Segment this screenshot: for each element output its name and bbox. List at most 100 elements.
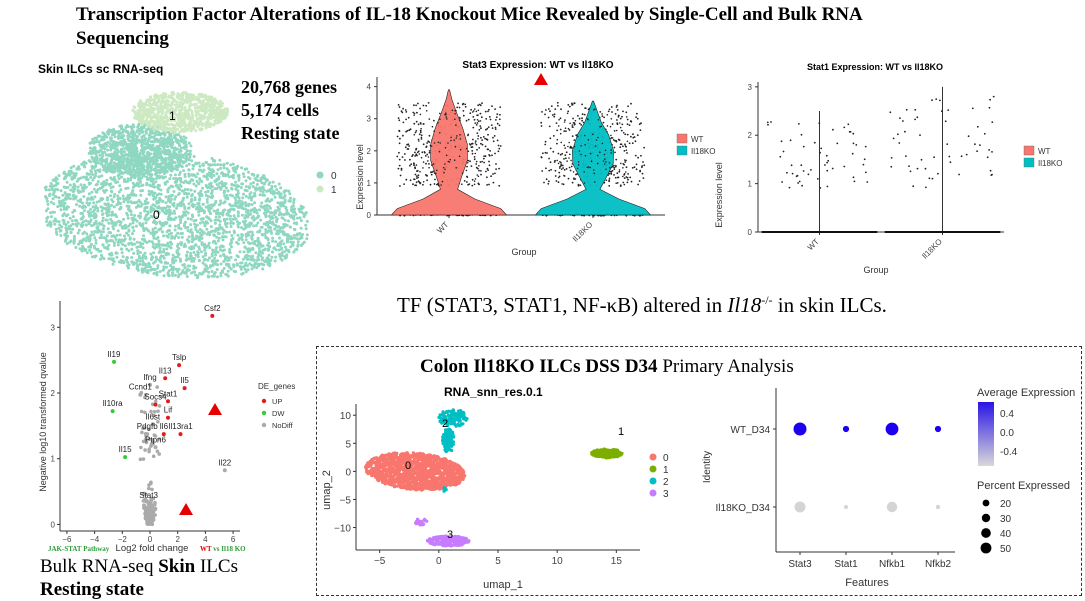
skin-umap-point	[148, 240, 151, 243]
skin-umap-point	[165, 195, 168, 198]
skin-umap-point	[122, 218, 125, 221]
skin-umap-point	[82, 176, 85, 179]
stat3-point	[491, 105, 493, 107]
skin-umap-point	[216, 113, 219, 116]
stat3-point	[481, 102, 483, 104]
skin-umap-point	[138, 133, 141, 136]
skin-umap-point	[157, 150, 160, 153]
skin-umap-point	[155, 166, 158, 169]
skin-umap-point	[57, 227, 60, 230]
skin-umap-point	[169, 174, 172, 177]
skin-umap-point	[204, 245, 207, 248]
skin-umap-point	[266, 244, 269, 247]
stat3-point	[609, 109, 611, 111]
skin-umap-point	[174, 155, 177, 158]
skin-umap-point	[212, 99, 215, 102]
skin-umap-point	[156, 123, 159, 126]
stat3-point	[409, 159, 411, 161]
stat3-point	[498, 168, 500, 170]
skin-umap-point	[237, 215, 240, 218]
skin-umap-point	[234, 181, 237, 184]
stat3-point	[415, 174, 417, 176]
stat3-point	[495, 168, 497, 170]
skin-umap-point	[239, 250, 242, 253]
skin-umap-point	[173, 161, 176, 164]
skin-umap-point	[221, 171, 224, 174]
skin-umap-point	[235, 186, 238, 189]
skin-umap-point	[221, 235, 224, 238]
stat3-point	[476, 115, 478, 117]
stat3-point	[480, 127, 482, 129]
skin-umap-point	[146, 218, 149, 221]
stat3-point	[637, 134, 639, 136]
skin-umap-point	[180, 119, 183, 122]
skin-umap-point	[157, 188, 160, 191]
skin-umap-point	[146, 142, 149, 145]
skin-umap-point	[69, 184, 72, 187]
skin-umap-point	[257, 237, 260, 240]
skin-umap-point	[64, 226, 67, 229]
skin-umap-point	[156, 145, 159, 148]
skin-umap-point	[170, 163, 173, 166]
skin-umap-point	[133, 174, 136, 177]
skin-umap-point	[250, 199, 253, 202]
stat3-point	[556, 130, 558, 132]
skin-umap-point	[65, 235, 68, 238]
skin-umap-point	[191, 193, 194, 196]
skin-umap-point	[184, 108, 187, 111]
skin-umap-point	[82, 239, 85, 242]
stat3-point	[488, 161, 490, 163]
skin-umap-point	[287, 240, 290, 243]
skin-umap-point	[222, 238, 225, 241]
skin-umap-point	[144, 255, 147, 258]
stat3-point	[467, 162, 469, 164]
stat3-point	[477, 135, 479, 137]
stat3-point	[479, 125, 481, 127]
skin-umap-point	[77, 178, 80, 181]
skin-umap-point	[293, 237, 296, 240]
skin-umap-point	[178, 156, 181, 159]
skin-umap-point	[206, 201, 209, 204]
skin-umap-point	[260, 202, 263, 205]
skin-umap-point	[119, 166, 122, 169]
skin-umap-point	[119, 207, 122, 210]
skin-umap-point	[267, 258, 270, 261]
skin-umap-point	[133, 183, 136, 186]
skin-umap-point	[44, 186, 47, 189]
skin-umap-point	[209, 264, 212, 267]
skin-umap-point	[189, 252, 192, 255]
skin-umap-point	[223, 166, 226, 169]
skin-umap-point	[274, 256, 277, 259]
skin-umap-point	[289, 245, 292, 248]
stat-cells: 5,174 cells	[241, 99, 339, 122]
skin-umap-point	[55, 228, 58, 231]
skin-umap-point	[106, 144, 109, 147]
skin-umap-point	[72, 190, 75, 193]
stat3-point	[477, 174, 479, 176]
skin-umap-point	[181, 96, 184, 99]
stat3-point	[471, 150, 473, 152]
skin-umap-point	[168, 205, 171, 208]
skin-umap-point	[131, 201, 134, 204]
skin-umap-point	[91, 179, 94, 182]
skin-umap-point	[53, 223, 56, 226]
skin-umap-point	[277, 225, 280, 228]
skin-umap-point	[300, 227, 303, 230]
skin-umap-point	[251, 241, 254, 244]
stat3-point	[487, 149, 489, 151]
skin-umap-point	[242, 241, 245, 244]
stat3-point	[475, 153, 477, 155]
skin-umap-point	[81, 224, 84, 227]
stat3-point	[425, 163, 427, 165]
skin-umap-point	[193, 257, 196, 260]
skin-umap-point	[195, 103, 198, 106]
stat3-point	[629, 142, 631, 144]
skin-umap-point	[77, 199, 80, 202]
skin-umap-point	[261, 258, 264, 261]
stat3-point	[468, 134, 470, 136]
stat3-point	[462, 104, 464, 106]
skin-umap-point	[158, 242, 161, 245]
stat3-point	[612, 170, 614, 172]
stat3-point	[627, 105, 629, 107]
skin-umap-point	[149, 124, 152, 127]
